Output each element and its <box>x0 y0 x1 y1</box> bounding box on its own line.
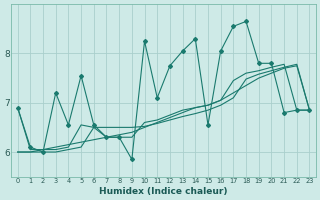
X-axis label: Humidex (Indice chaleur): Humidex (Indice chaleur) <box>99 187 228 196</box>
